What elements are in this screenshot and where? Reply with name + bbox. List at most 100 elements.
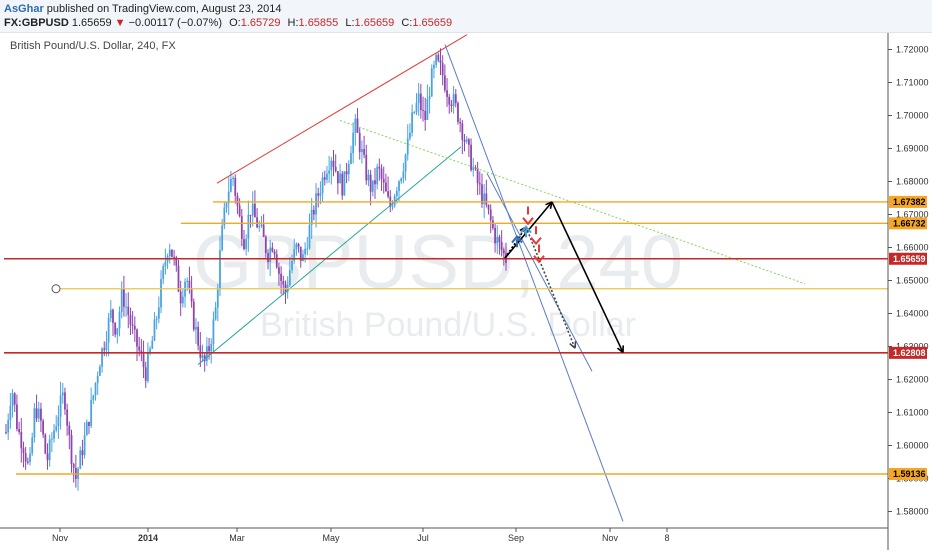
time-axis[interactable]: Nov 2014 Mar May Jul Sep Nov 8 <box>52 528 670 543</box>
candle-body <box>83 435 86 456</box>
y-tick-label: 1.65000 <box>896 276 929 286</box>
candle-body <box>66 409 69 426</box>
price-label-box <box>889 346 927 359</box>
candle-body <box>229 178 232 192</box>
candle-body <box>502 250 505 254</box>
author-link[interactable]: AsGhar <box>4 3 44 15</box>
down-arrow-icon: ▼ <box>114 17 126 29</box>
candle-body <box>280 273 283 282</box>
candle-body <box>380 168 383 179</box>
alt-down-arrow <box>525 226 576 349</box>
down-marker-icon <box>522 206 534 226</box>
candle-body <box>120 289 123 313</box>
candle-body <box>452 94 455 106</box>
candle-body <box>356 118 359 133</box>
x-tick-label: Mar <box>229 533 245 543</box>
candle-body <box>138 346 141 351</box>
open-value: 1.65729 <box>240 17 281 29</box>
watermark-name: British Pound/U.S. Dollar <box>260 306 636 344</box>
candle-body <box>210 344 213 352</box>
y-tick-label: 1.68000 <box>896 177 929 187</box>
candle-body <box>13 393 16 405</box>
price-labels: 1.67382 1.66732 1.65659 1.62808 1.59136 <box>889 195 927 481</box>
publish-info: AsGhar published on TradingView.com, Aug… <box>4 3 281 15</box>
candle-body <box>299 246 302 262</box>
candle-body <box>29 453 31 463</box>
price-label-text: 1.59136 <box>893 469 926 479</box>
candle-body <box>46 453 49 461</box>
candle-body <box>467 139 470 145</box>
candle-body <box>55 426 58 431</box>
candle-body <box>496 236 499 244</box>
candle-body <box>22 448 25 454</box>
candle-body <box>417 93 420 103</box>
published-text: published on TradingView.com, August 23,… <box>43 3 282 15</box>
chart-area[interactable]: GBPUSD, 240 British Pound/U.S. Dollar Br… <box>0 33 932 550</box>
downtrend-line-2 <box>486 173 593 372</box>
candle-body <box>177 265 180 292</box>
candle-body <box>59 395 62 417</box>
candle-body <box>304 248 307 255</box>
candle-body <box>151 340 154 349</box>
candle-body <box>216 289 219 308</box>
price-label-box <box>889 195 927 208</box>
y-tick-label: 1.71000 <box>896 78 929 88</box>
price-chart[interactable]: GBPUSD, 240 British Pound/U.S. Dollar Br… <box>0 33 932 550</box>
candle-body <box>332 160 335 167</box>
candle-body <box>234 177 237 196</box>
candle-body <box>168 249 171 257</box>
candle-body <box>7 420 10 433</box>
candle-body <box>336 171 339 184</box>
candle-body <box>363 149 365 155</box>
candle-body <box>365 154 368 181</box>
candle-body <box>330 160 333 171</box>
candle-body <box>171 249 173 257</box>
x-tick-label: May <box>322 533 340 543</box>
candle-body <box>144 367 147 381</box>
price-label-box <box>889 217 927 230</box>
candle-body <box>426 99 429 120</box>
candle-body <box>262 224 265 237</box>
candle-body <box>131 324 134 326</box>
candle-body <box>308 225 311 249</box>
candle-body <box>18 429 21 432</box>
candle-body <box>347 163 350 175</box>
candle-body <box>271 247 274 252</box>
candle-body <box>376 166 379 185</box>
close-value: 1.65659 <box>412 17 453 29</box>
candle-body <box>123 289 125 307</box>
candle-body <box>245 238 248 249</box>
candle-body <box>129 315 132 325</box>
candle-body <box>227 191 230 204</box>
candle-body <box>212 319 215 345</box>
candle-body <box>334 166 337 172</box>
candle-body <box>35 408 38 419</box>
candle-body <box>404 154 407 172</box>
candle-body <box>9 405 12 421</box>
up-marker-icon <box>511 234 523 248</box>
candle-body <box>400 178 403 182</box>
candle-body <box>288 270 291 286</box>
candle-body <box>153 319 156 341</box>
candle-body <box>326 173 328 180</box>
candle-body <box>291 260 293 271</box>
candle-body <box>428 96 431 100</box>
candle-body <box>160 279 162 308</box>
y-tick-label: 1.64000 <box>896 309 929 319</box>
candle-body <box>435 54 438 65</box>
candle-body <box>205 346 208 362</box>
candle-body <box>190 287 193 302</box>
candle-body <box>149 348 152 353</box>
price-label-box <box>889 468 927 481</box>
y-tick-label: 1.67000 <box>896 210 929 220</box>
level-handle-icon <box>51 284 61 294</box>
y-tick-label: 1.72000 <box>896 45 929 55</box>
candle-body <box>94 383 97 396</box>
candle-body <box>256 217 258 228</box>
x-tick-label: Sep <box>508 533 524 543</box>
candle-body <box>181 296 184 304</box>
candle-body <box>64 392 66 410</box>
candle-body <box>422 110 424 112</box>
candle-body <box>424 110 427 120</box>
downtrend-line <box>444 44 624 522</box>
